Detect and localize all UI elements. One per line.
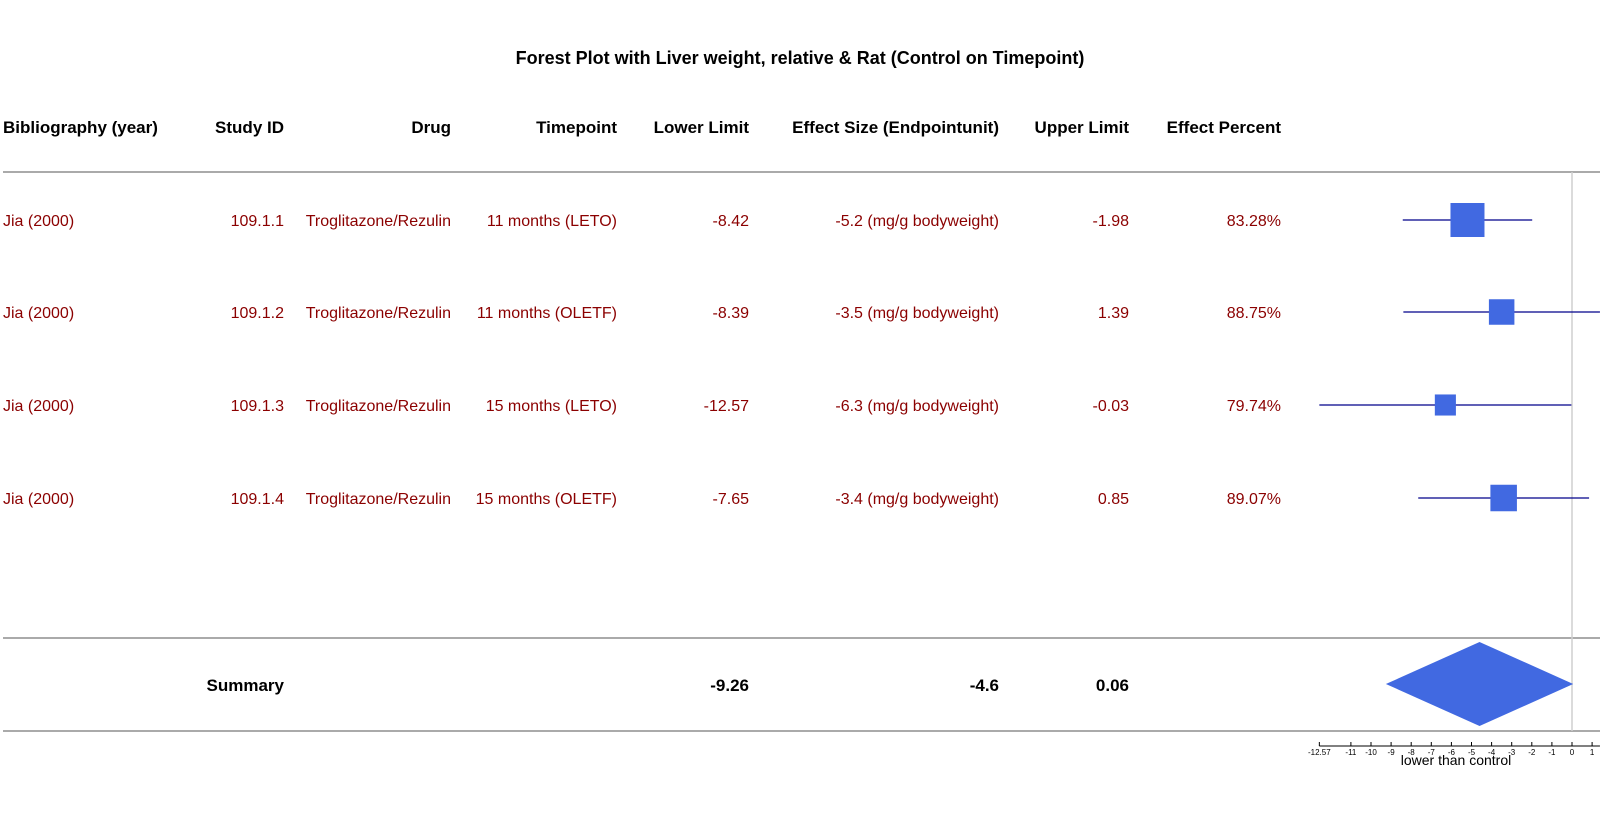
cell-bibliography: Jia (2000) [3,305,74,322]
cell-study-id: 109.1.4 [231,491,284,508]
header-lower-limit: Lower Limit [654,118,750,137]
cell-drug: Troglitazone/Rezulin [306,491,451,508]
x-tick-label: -4 [1488,748,1496,757]
cell-study-id: 109.1.2 [231,305,284,322]
x-tick-label: -11 [1345,748,1357,757]
x-tick-label: -10 [1365,748,1377,757]
cell-effect-percent: 83.28% [1227,213,1281,230]
header-study-id: Study ID [215,118,284,137]
header-effect-percent: Effect Percent [1167,118,1282,137]
header-effect-size: Effect Size (Endpointunit) [792,118,999,137]
cell-study-id: 109.1.1 [231,213,284,230]
cell-timepoint: 15 months (LETO) [486,398,617,415]
x-tick-label: -1 [1548,748,1556,757]
cell-effect-size: -5.2 (mg/g bodyweight) [835,213,999,230]
x-tick-label: -9 [1388,748,1396,757]
cell-drug: Troglitazone/Rezulin [306,305,451,322]
summary-row: Summary -9.26 -4.6 0.06 [207,676,1129,695]
cell-lower-limit: -8.42 [713,213,750,230]
cell-timepoint: 15 months (OLETF) [476,491,617,508]
cell-upper-limit: 0.85 [1098,491,1129,508]
cell-effect-percent: 88.75% [1227,305,1281,322]
effect-marker [1434,394,1456,416]
table-row: Jia (2000) 109.1.2 Troglitazone/Rezulin … [3,305,1281,322]
cell-timepoint: 11 months (OLETF) [477,305,617,322]
chart-title: Forest Plot with Liver weight, relative … [516,48,1085,68]
cell-effect-size: -3.4 (mg/g bodyweight) [835,491,999,508]
x-tick-label: -7 [1428,748,1436,757]
cell-bibliography: Jia (2000) [3,398,74,415]
cell-effect-size: -6.3 (mg/g bodyweight) [835,398,999,415]
header-drug: Drug [411,118,451,137]
cell-effect-percent: 79.74% [1227,398,1281,415]
effect-marker [1488,299,1515,325]
summary-lower-limit: -9.26 [710,676,749,695]
summary-label: Summary [207,676,285,695]
cell-upper-limit: 1.39 [1098,305,1129,322]
table-row: Jia (2000) 109.1.4 Troglitazone/Rezulin … [3,491,1281,508]
x-tick-label: -2 [1528,748,1536,757]
cell-upper-limit: -0.03 [1093,398,1130,415]
summary-diamond [1385,642,1574,726]
header-bibliography: Bibliography (year) [3,118,158,137]
cell-bibliography: Jia (2000) [3,213,74,230]
forest-plot-area: -12.57 -11 -10 -9 -8 -7 -6 -5 -4 -3 -2 -1 0 1 [1308,172,1600,757]
x-tick-label: -6 [1448,748,1456,757]
effect-marker [1490,484,1517,512]
header-upper-limit: Upper Limit [1035,118,1130,137]
summary-upper-limit: 0.06 [1096,676,1129,695]
cell-study-id: 109.1.3 [231,398,284,415]
x-tick-label: 0 [1570,748,1575,757]
cell-bibliography: Jia (2000) [3,491,74,508]
x-tick-label: -12.57 [1308,748,1331,757]
cell-lower-limit: -12.57 [704,398,749,415]
cell-effect-size: -3.5 (mg/g bodyweight) [835,305,999,322]
cell-timepoint: 11 months (LETO) [487,213,617,230]
summary-effect-size: -4.6 [970,676,999,695]
table-row: Jia (2000) 109.1.1 Troglitazone/Rezulin … [3,213,1281,230]
table-row: Jia (2000) 109.1.3 Troglitazone/Rezulin … [3,398,1281,415]
cell-drug: Troglitazone/Rezulin [306,213,451,230]
cell-effect-percent: 89.07% [1227,491,1281,508]
cell-upper-limit: -1.98 [1093,213,1130,230]
cell-drug: Troglitazone/Rezulin [306,398,451,415]
cell-lower-limit: -8.39 [713,305,750,322]
x-tick-label: -3 [1508,748,1516,757]
x-tick-label: -5 [1468,748,1476,757]
cell-lower-limit: -7.65 [713,491,750,508]
x-axis-label: lower than control [1401,752,1512,768]
effect-marker [1450,203,1485,237]
x-tick-label: -8 [1408,748,1416,757]
x-tick-label: 1 [1590,748,1595,757]
header-timepoint: Timepoint [536,118,617,137]
